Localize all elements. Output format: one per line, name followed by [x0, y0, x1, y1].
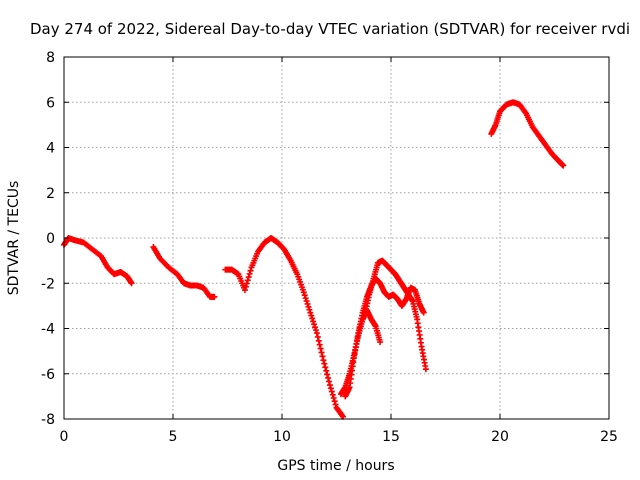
data-point: [301, 292, 308, 299]
y-tick-label: 8: [46, 50, 55, 66]
y-tick-label: 0: [46, 231, 55, 247]
x-tick-label: 0: [60, 429, 69, 445]
y-tick-label: -8: [41, 412, 55, 428]
data-point: [317, 345, 324, 352]
x-tick-label: 15: [382, 429, 400, 445]
data-point: [326, 378, 333, 385]
x-tick-label: 5: [169, 429, 178, 445]
data-point: [324, 371, 331, 378]
data-point: [303, 298, 310, 305]
data-point: [315, 337, 322, 344]
y-tick-label: 6: [46, 95, 55, 111]
data-point: [244, 277, 251, 284]
y-tick-label: -6: [41, 367, 55, 383]
data-point: [326, 382, 333, 389]
data-point: [331, 398, 338, 405]
data-point: [245, 274, 252, 281]
y-tick-label: -4: [41, 322, 55, 338]
data-point: [330, 394, 337, 401]
data-point: [312, 327, 319, 334]
data-point: [323, 367, 330, 374]
data-point: [422, 366, 429, 373]
data-point: [211, 293, 218, 300]
data-point: [322, 364, 329, 371]
data-point: [309, 315, 316, 322]
x-tick-label: 10: [273, 429, 291, 445]
data-point: [242, 283, 249, 290]
data-point: [377, 339, 384, 346]
chart-title: Day 274 of 2022, Sidereal Day-to-day VTE…: [30, 20, 630, 38]
data-point: [321, 360, 328, 367]
data-point: [241, 287, 248, 294]
data-marks: [61, 99, 567, 420]
data-point: [128, 280, 135, 287]
x-tick-label: 20: [491, 429, 509, 445]
data-point: [328, 388, 335, 395]
data-point: [316, 341, 323, 348]
data-point: [319, 353, 326, 360]
data-point: [313, 330, 320, 337]
data-point: [246, 270, 253, 277]
data-point: [314, 333, 321, 340]
data-point: [329, 391, 336, 398]
data-point: [243, 280, 250, 287]
data-point: [247, 267, 254, 274]
data-point: [560, 162, 567, 169]
data-point: [325, 374, 332, 381]
data-point: [311, 321, 318, 328]
data-point: [300, 289, 307, 296]
data-point: [327, 385, 334, 392]
data-point: [420, 309, 427, 316]
data-point: [332, 401, 339, 408]
data-point: [307, 309, 314, 316]
x-tick-label: 25: [600, 429, 618, 445]
data-point: [308, 312, 315, 319]
y-axis-label: SDTVAR / TECUs: [6, 181, 22, 296]
y-tick-label: 2: [46, 186, 55, 202]
data-point: [318, 349, 325, 356]
y-tick-label: -2: [41, 276, 55, 292]
data-point: [302, 295, 309, 302]
data-point: [310, 318, 317, 325]
data-point: [306, 306, 313, 313]
axis-ticks: 0 5 10 15 20 25 -8 -6 -4 -2 0 2 4 6 8: [41, 50, 618, 445]
data-point: [305, 303, 312, 310]
y-tick-label: 4: [46, 141, 55, 157]
data-point: [320, 357, 327, 364]
x-axis-label: GPS time / hours: [277, 458, 394, 474]
data-point: [304, 300, 311, 307]
data-point: [312, 324, 319, 331]
